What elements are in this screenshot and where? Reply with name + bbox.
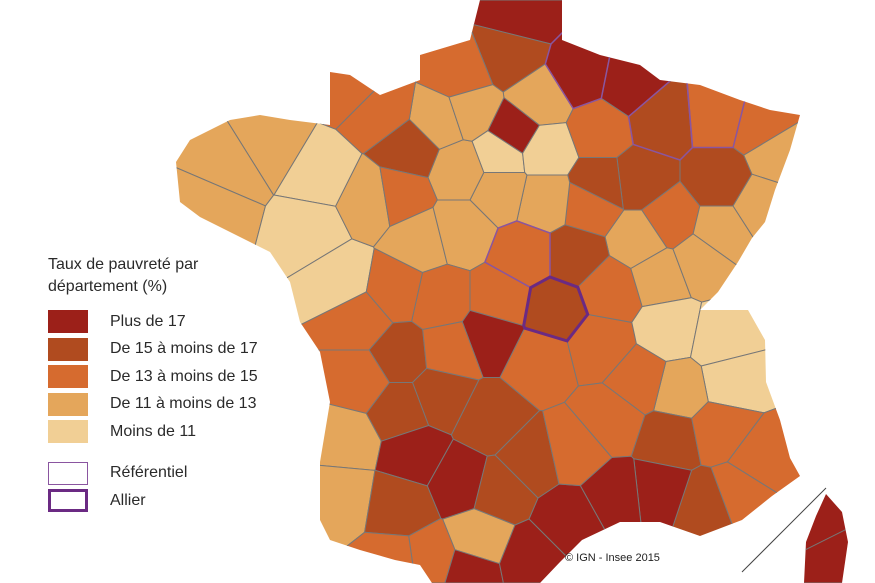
legend-label: De 11 à moins de 13: [110, 395, 257, 413]
legend-swatch: [48, 310, 88, 334]
legend-item: De 13 à moins de 15: [48, 363, 258, 391]
allier-outline: [522, 275, 590, 343]
legend-label: De 15 à moins de 17: [110, 340, 258, 358]
department: [542, 401, 613, 487]
legend-outline-swatch: [48, 461, 88, 485]
legend-swatch: [48, 392, 88, 416]
legend-swatch: [48, 365, 88, 389]
map-legend: Taux de pauvreté par département (%) Plu…: [48, 254, 258, 515]
legend-item-allier: Allier: [48, 487, 258, 515]
legend-item: Plus de 17: [48, 308, 258, 336]
legend-swatch: [48, 420, 88, 444]
legend-outline-swatch: [48, 489, 88, 513]
legend-item: De 11 à moins de 13: [48, 391, 258, 419]
copyright-credit: © IGN - Insee 2015: [565, 552, 660, 564]
department: [298, 531, 416, 583]
legend-item-referentiel: Référentiel: [48, 460, 258, 488]
legend-label: Moins de 11: [110, 422, 196, 440]
department: [689, 285, 848, 367]
legend-swatch: [48, 337, 88, 361]
legend-label: Allier: [110, 491, 146, 509]
legend-label: De 13 à moins de 15: [110, 367, 258, 385]
referentiel-outline: [544, 0, 622, 110]
legend-label: Référentiel: [110, 464, 188, 482]
legend-label: Plus de 17: [110, 312, 186, 330]
legend-item: De 15 à moins de 17: [48, 336, 258, 364]
department: [732, 0, 848, 156]
department: [747, 514, 848, 583]
department: [176, 0, 275, 207]
legend-title-line2: département (%): [48, 278, 168, 295]
legend-item: Moins de 11: [48, 418, 258, 446]
department: [732, 173, 848, 315]
department: [448, 84, 505, 142]
corsica-inset-separator: [741, 487, 827, 573]
legend-title-line1: Taux de pauvreté par: [48, 256, 199, 273]
legend-title: Taux de pauvreté par département (%): [48, 254, 258, 298]
